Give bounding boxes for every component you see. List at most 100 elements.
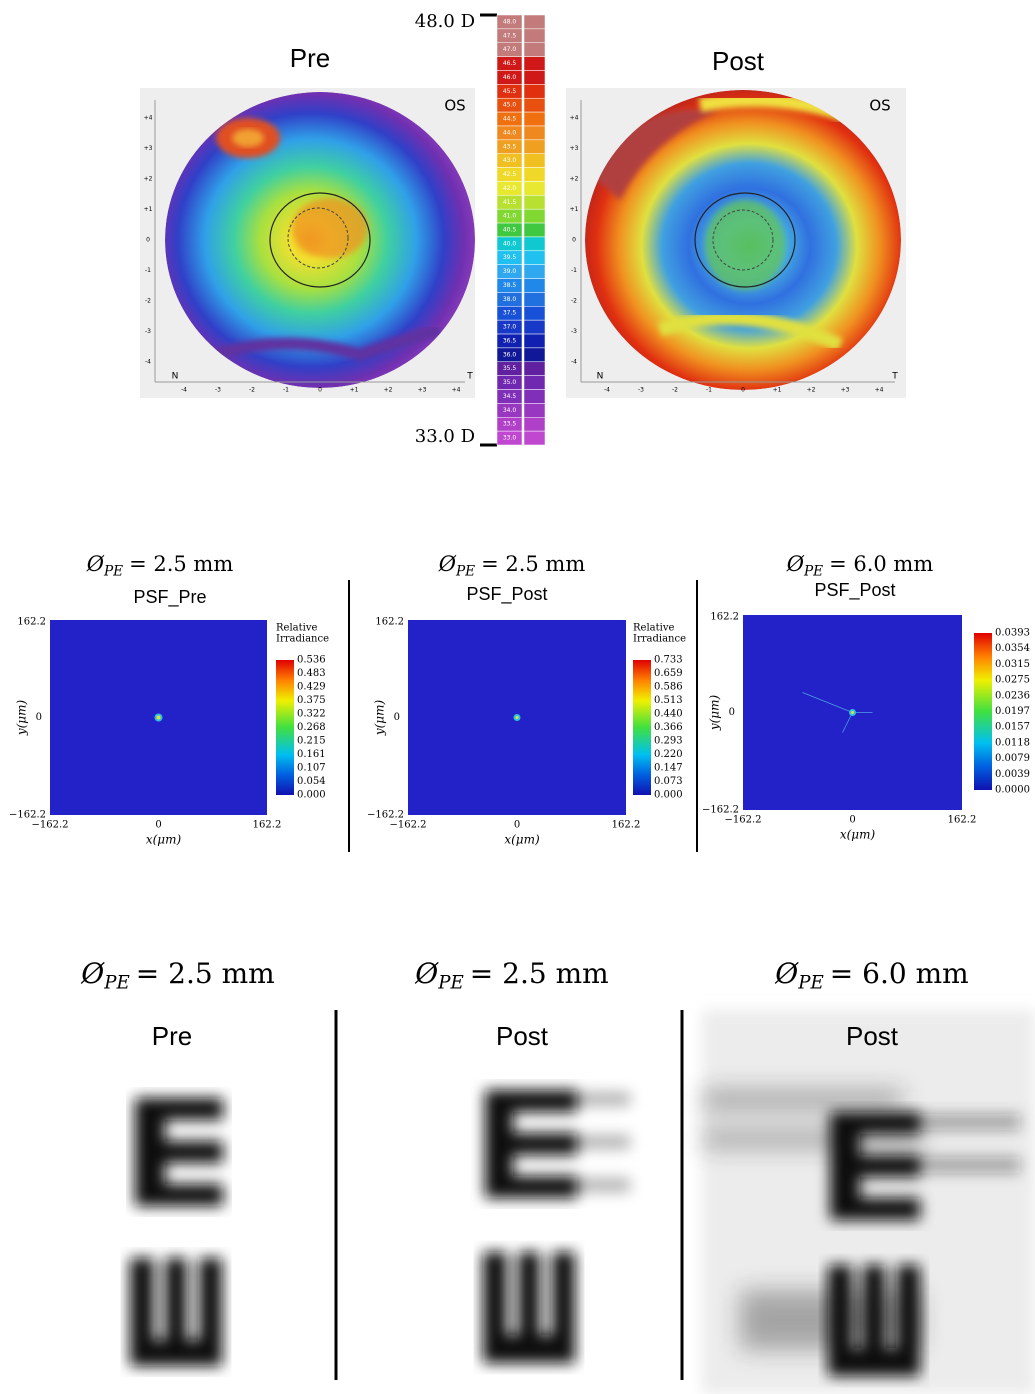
map-x-tick: -1 [283,387,289,394]
scale-step-label: 34.0 [503,407,517,414]
colorbar-tick: 0.0197 [995,706,1030,717]
map-x-tick: +2 [807,387,816,394]
scale-cell-right [524,168,545,182]
figure: Pre Post OS OS N T N T 48.0 D 33.0 D 48.… [0,0,1035,1394]
optotype-w [828,1265,920,1376]
map-title: Pre [290,43,330,73]
map-y-tick: 0 [572,237,576,244]
scale-step-label: 46.5 [503,60,517,67]
x-label: x(μm) [504,833,540,847]
x-min: −162.2 [724,815,761,826]
colorbar-tick: 0.429 [297,682,326,693]
pupil-equation: = 2.5 mm [481,552,585,576]
eye-label: OS [444,97,465,115]
scale-cell-right [524,334,545,348]
scale-cell-right [524,57,545,71]
map-x-tick: +3 [418,387,427,394]
psf-title: PSF_Post [466,584,547,605]
pupil-equation: = 2.5 mm [470,957,609,990]
pupil-symbol: Ø [414,957,439,990]
x-min: −162.2 [31,820,68,831]
x-label: x(μm) [146,833,182,847]
y-max: 162.2 [17,617,46,628]
pupil-subscript: PE [103,563,123,579]
scale-step-label: 36.5 [503,337,517,344]
pupil-subscript: PE [455,563,475,579]
scale-step-label: 34.5 [503,393,517,400]
colorbar-tick: 0.483 [297,668,326,679]
map-y-tick: -1 [145,267,151,274]
map-x-tick: -3 [638,387,644,394]
scale-cell-right [524,251,545,265]
x-label: x(μm) [840,828,876,842]
temporal-label: T [466,372,473,382]
scale-step-label: 45.5 [503,88,517,95]
map-y-tick: +2 [570,176,579,183]
map-y-tick: -3 [145,328,151,335]
scale-step-label: 47.0 [503,46,517,53]
scale-cell-right [524,417,545,431]
colorbar-tick: 0.0079 [995,753,1030,764]
map-y-tick: +3 [570,145,579,152]
scale-cell-right [524,112,545,126]
colorbar-tick: 0.0354 [995,643,1030,654]
pupil-symbol: Ø [774,957,799,990]
psf-spot-core [157,716,161,720]
pre-map [165,92,475,388]
simulation-title: Post [496,1021,549,1051]
scale-cell-right [524,237,545,251]
scale-cell-right [524,84,545,98]
pupil-subscript: PE [803,563,823,579]
scale-cell-right [524,29,545,43]
scale-step-label: 41.5 [503,199,517,206]
psf-spot-core [516,716,519,719]
scale-cell-right [524,390,545,404]
eye-label: OS [869,97,890,115]
pupil-equation: = 6.0 mm [830,957,969,990]
map-y-tick: +1 [570,206,579,213]
scale-cell-right [524,70,545,84]
colorbar-tick: 0.440 [654,709,683,720]
x-zero: 0 [155,820,161,831]
map-y-tick: -3 [571,328,577,335]
scale-cell-right [524,376,545,390]
colorbar-tick: 0.322 [297,709,326,720]
scale-cell-right [524,15,545,29]
scale-step-label: 43.0 [503,157,517,164]
scale-step-label: 36.0 [503,351,517,358]
map-x-tick: -2 [672,387,678,394]
scale-step-label: 41.0 [503,213,517,220]
map-x-tick: +1 [773,387,782,394]
scale-step-label: 44.0 [503,129,517,136]
map-x-tick: +3 [841,387,850,394]
scale-step-label: 45.0 [503,102,517,109]
map-x-tick: -2 [249,387,255,394]
map-y-tick: -1 [571,267,577,274]
scale-step-label: 46.0 [503,74,517,81]
simulation-title: Pre [152,1021,192,1051]
colorbar [633,660,651,795]
scale-cell-right [524,348,545,362]
x-max: 162.2 [948,815,977,826]
scale-step-label: 48.0 [503,18,517,25]
map-x-tick: +4 [452,387,461,394]
scale-step-label: 42.0 [503,185,517,192]
nasal-label: N [597,372,604,382]
x-min: −162.2 [389,820,426,831]
scale-max: 48.0 D [415,11,475,32]
map-x-tick: 0 [318,387,322,394]
colorbar-tick: 0.220 [654,749,683,760]
scale-step-label: 39.0 [503,268,517,275]
scale-cell-right [524,195,545,209]
scale-cell-right [524,403,545,417]
colorbar-tick: 0.147 [654,763,683,774]
scale-step-label: 44.5 [503,116,517,123]
y-max: 162.2 [375,617,404,628]
scale-cell-right [524,279,545,293]
scale-cell-right [524,140,545,154]
colorbar-tick: 0.0236 [995,690,1030,701]
scale-cell-right [524,126,545,140]
colorbar [974,633,992,790]
pupil-equation: = 6.0 mm [829,552,933,576]
scale-step-label: 40.0 [503,240,517,247]
